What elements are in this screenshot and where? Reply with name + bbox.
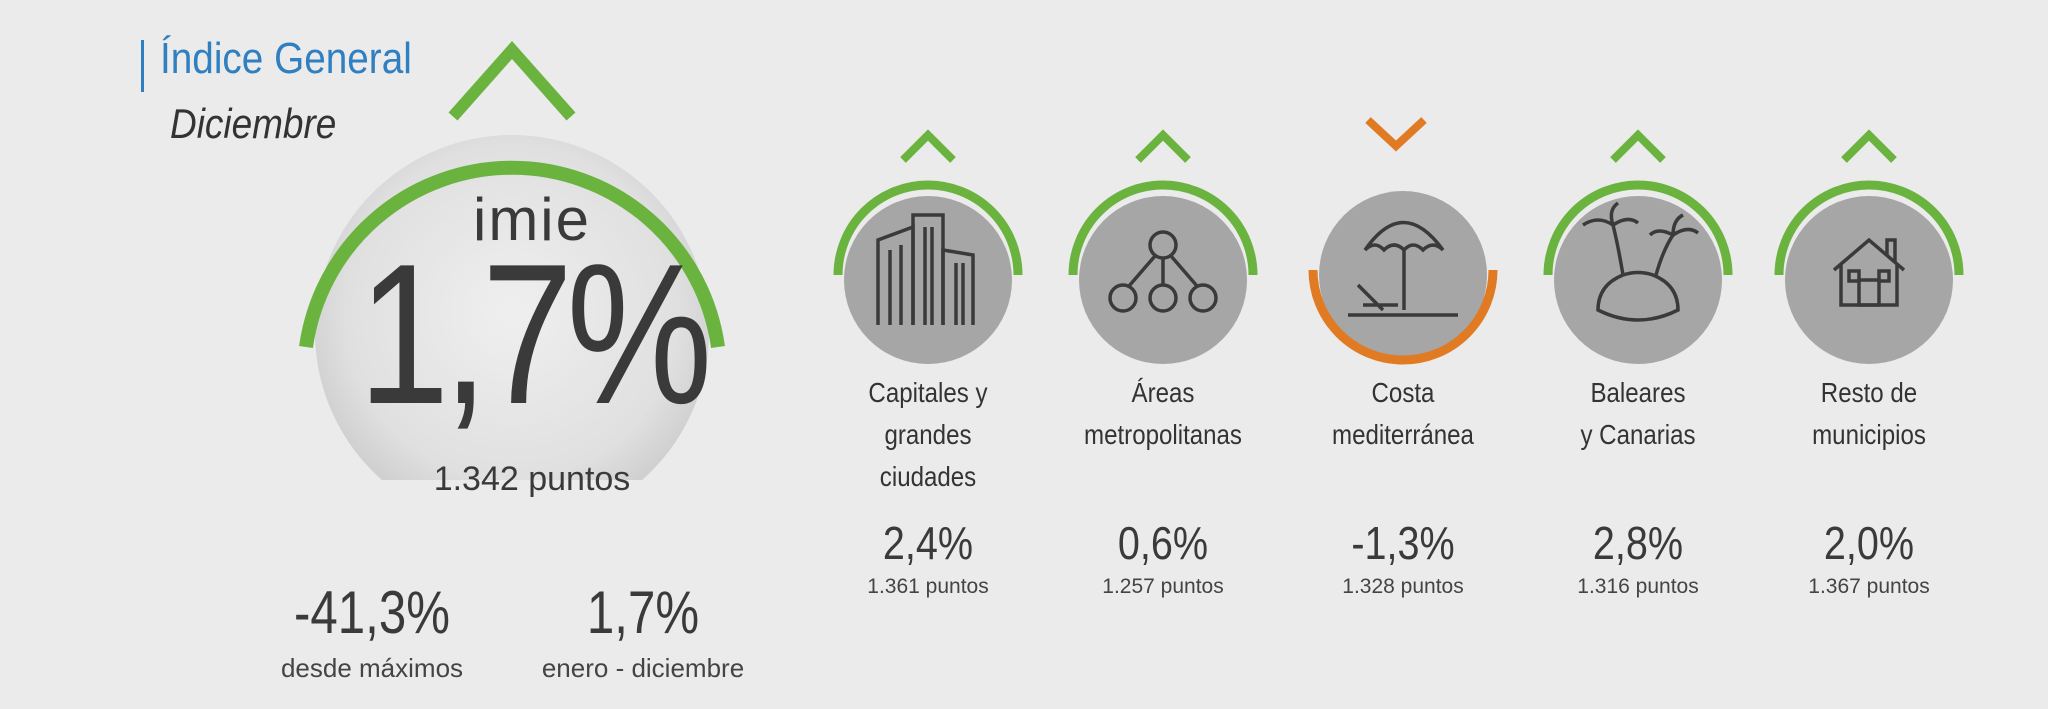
region-gauge-baleares-canarias: [1543, 129, 1733, 364]
main-index-points: 1.342 puntos: [433, 460, 631, 498]
stat-ytd: 1,7% enero - diciembre: [523, 583, 763, 684]
region-name-metropolitanas: Áreas metropolitanas: [1084, 377, 1242, 450]
imie-logo: imie: [472, 186, 591, 253]
region-points-baleares-canarias: 1.316 puntos: [1577, 575, 1699, 598]
main-index-value: 1,7%: [358, 223, 712, 446]
region-value-mediterranea: -1,3%: [1351, 517, 1455, 569]
stat-ytd-value: 1,7%: [586, 579, 700, 646]
stat-from-max-label: desde máximos: [280, 653, 464, 683]
stat-ytd-label: enero - diciembre: [541, 653, 745, 683]
trend-up-chevron-icon: [448, 40, 576, 121]
island-icon: [1582, 201, 1700, 322]
region-value-metropolitanas: 0,6%: [1117, 517, 1209, 569]
buildings-icon: [876, 213, 975, 325]
region-points-metropolitanas: 1.257 puntos: [1102, 575, 1224, 598]
region-value-capitales: 2,4%: [882, 517, 974, 569]
region-gauge-metropolitanas: [1068, 129, 1258, 364]
stat-from-max-value: -41,3%: [294, 579, 450, 646]
trend-down-chevron-icon: [1365, 117, 1427, 152]
region-gauge-capitales: [833, 129, 1023, 364]
trend-up-chevron-icon: [1135, 129, 1191, 163]
region-name-capitales: Capitales y grandes ciudades: [868, 377, 988, 492]
region-points-mediterranea: 1.328 puntos: [1342, 575, 1464, 598]
page-title: Índice General: [160, 34, 412, 83]
stat-from-max: -41,3% desde máximos: [262, 583, 482, 684]
main-index-gauge: [299, 40, 725, 480]
page-subtitle: Diciembre: [170, 100, 337, 147]
trend-up-chevron-icon: [900, 129, 956, 163]
region-points-capitales: 1.361 puntos: [867, 575, 989, 598]
network-icon: [1108, 230, 1218, 313]
house-icon: [1832, 237, 1906, 307]
beach-umbrella-icon: [1348, 220, 1458, 317]
region-name-resto-municipios: Resto de municipios: [1812, 377, 1926, 450]
region-value-baleares-canarias: 2,8%: [1592, 517, 1684, 569]
main-progress-arc: [299, 160, 725, 348]
trend-up-chevron-icon: [1841, 129, 1897, 163]
region-name-mediterranea: Costa mediterránea: [1332, 377, 1474, 450]
title-accent-bar: [141, 40, 144, 92]
trend-up-chevron-icon: [1610, 129, 1666, 163]
region-value-resto-municipios: 2,0%: [1823, 517, 1915, 569]
region-gauge-mediterranea: [1308, 117, 1498, 365]
region-name-baleares-canarias: Baleares y Canarias: [1580, 377, 1696, 450]
main-circle: [315, 135, 709, 480]
region-gauge-resto-municipios: [1774, 129, 1964, 364]
region-points-resto-municipios: 1.367 puntos: [1808, 575, 1930, 598]
